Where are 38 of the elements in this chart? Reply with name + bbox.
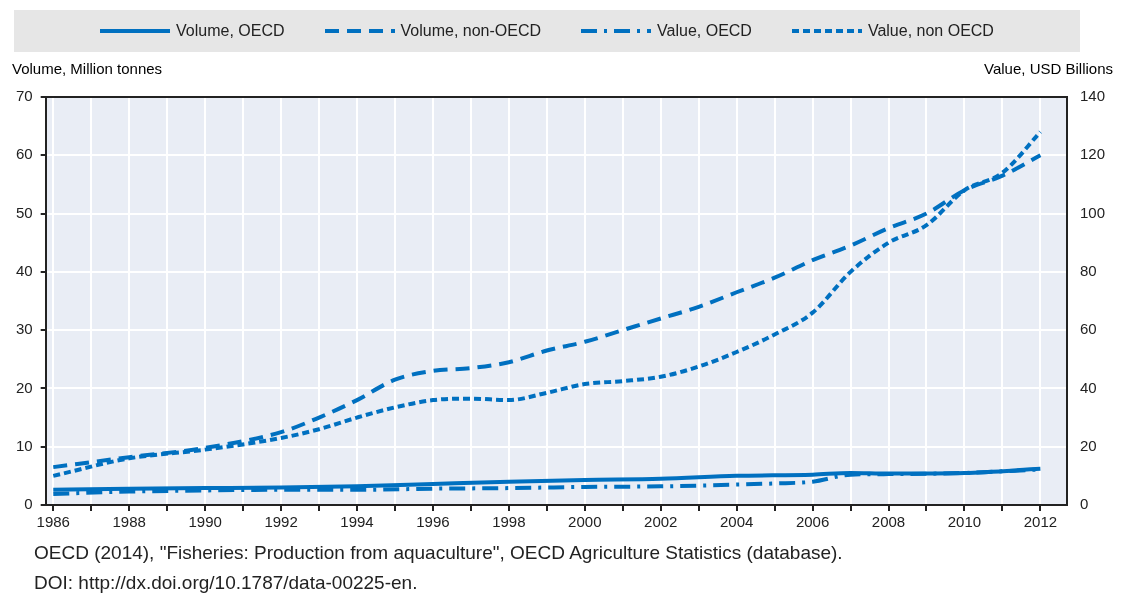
x-tick-label: 2000 — [568, 513, 602, 531]
y2-axis-title: Value, USD Billions — [984, 60, 1113, 77]
x-tick-label: 2004 — [719, 513, 754, 531]
x-tick-label: 1990 — [188, 513, 222, 531]
y2-tick-label: 60 — [1079, 320, 1097, 338]
y-tick-label: 50 — [16, 203, 33, 221]
y2-tick-label: 40 — [1079, 378, 1097, 396]
text: DOI: http://dx.doi.org/10.1787/data-00225-en. — [34, 571, 419, 594]
y-tick-label: 70 — [16, 87, 33, 105]
x-tick-label: 2008 — [871, 513, 906, 531]
y2-tick-label: 0 — [1079, 495, 1089, 513]
x-tick-label: 1994 — [340, 513, 374, 531]
x-tick-label: 2010 — [947, 513, 982, 531]
y-tick-label: 40 — [16, 262, 33, 279]
x-tick-label: 1996 — [416, 513, 450, 531]
text: OECD (2014), "Fisheries: Production from aquaculture", OECD Agriculture Statistics (database). — [34, 541, 843, 565]
y-tick-label: 20 — [16, 378, 33, 396]
legend-label: Value, non OECD — [867, 22, 994, 40]
x-tick-label: 1986 — [36, 513, 70, 531]
legend-label: Value, OECD — [657, 22, 752, 40]
y-tick-label: 60 — [16, 145, 33, 163]
y2-tick-label: 20 — [1079, 436, 1097, 454]
y-tick-label: 30 — [16, 320, 33, 338]
legend-label: Volume, OECD — [176, 22, 285, 40]
y-tick-label: 0 — [24, 495, 33, 513]
x-tick-label: 2006 — [795, 513, 830, 531]
y-axis-title: Volume, Million tonnes — [12, 60, 163, 77]
x-tick-label: 1992 — [264, 513, 298, 531]
y2-tick-label: 120 — [1079, 145, 1105, 163]
y2-tick-label: 140 — [1079, 87, 1105, 105]
x-tick-label: 1988 — [112, 513, 146, 531]
x-tick-label: 2012 — [1023, 513, 1058, 531]
x-tick-label: 1998 — [492, 513, 526, 531]
y2-tick-label: 80 — [1079, 262, 1097, 279]
y2-tick-label: 100 — [1079, 203, 1105, 221]
x-tick-label: 2002 — [644, 513, 678, 531]
y-tick-label: 10 — [16, 436, 33, 454]
legend-label: Volume, non-OECD — [400, 22, 542, 40]
